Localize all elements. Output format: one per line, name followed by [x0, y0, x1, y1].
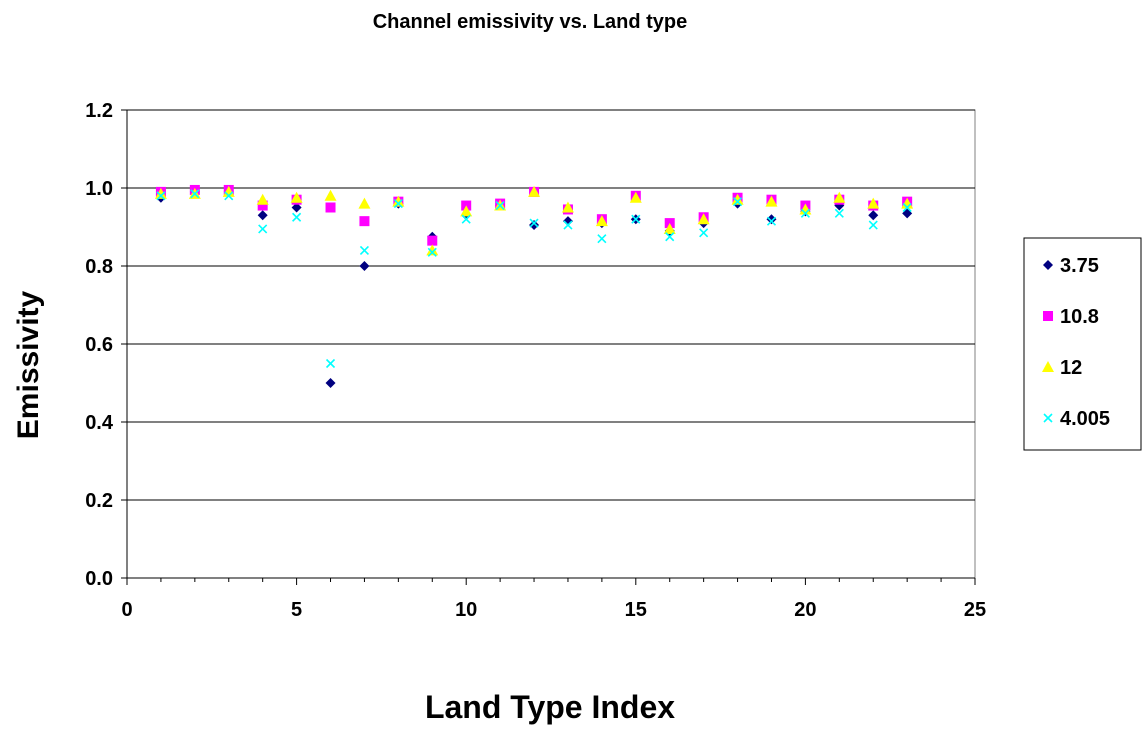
legend-box — [1023, 237, 1142, 451]
data-point — [325, 358, 336, 369]
data-point — [902, 208, 913, 219]
y-tick-label: 0.0 — [85, 568, 113, 590]
data-point — [258, 224, 268, 234]
data-point — [290, 191, 303, 203]
data-point — [597, 234, 607, 244]
data-point — [699, 228, 709, 238]
chart-title: Channel emissivity vs. Land type — [373, 11, 688, 33]
y-tick-label: 0.4 — [85, 412, 114, 434]
y-axis-label: Emissivity — [12, 290, 45, 439]
data-point — [222, 185, 235, 197]
data-point — [154, 187, 167, 199]
data-point — [663, 222, 676, 234]
legend-marker — [1043, 311, 1053, 321]
data-point — [697, 213, 710, 225]
data-point — [529, 220, 540, 231]
data-point — [631, 214, 641, 224]
data-point — [393, 199, 403, 209]
legend-items: 3.75 10.8 12 4.005 — [1042, 255, 1110, 430]
data-point — [561, 201, 574, 213]
plot-area: 0.0 0.2 0.4 0.6 0.8 1.0 1.2 0 5 10 15 20 25 — [85, 100, 986, 621]
data-point — [460, 205, 473, 217]
legend-label: 4.005 — [1060, 408, 1110, 430]
data-point — [665, 232, 675, 242]
data-point — [256, 193, 269, 205]
data-point — [359, 216, 370, 227]
data-point — [392, 195, 405, 207]
data-point — [563, 220, 573, 230]
data-point — [427, 235, 438, 246]
legend-marker — [1042, 361, 1054, 372]
y-tick-label: 0.6 — [85, 334, 113, 356]
data-point — [732, 197, 743, 207]
data-point — [426, 244, 439, 256]
data-point — [495, 200, 505, 211]
data-point — [800, 208, 810, 218]
data-point — [224, 191, 234, 201]
data-point — [358, 197, 371, 209]
data-point — [765, 195, 778, 207]
data-point — [359, 261, 370, 271]
data-points — [154, 184, 914, 388]
data-point — [595, 215, 608, 227]
data-point — [427, 247, 437, 257]
data-point — [359, 245, 370, 255]
data-point — [292, 212, 302, 222]
series-4.005 — [156, 189, 912, 369]
data-point — [901, 197, 914, 209]
data-point — [766, 216, 777, 226]
x-tick-label: 10 — [455, 599, 477, 621]
tick-labels: 0.0 0.2 0.4 0.6 0.8 1.0 1.2 0 5 10 15 20 25 — [85, 100, 986, 621]
x-axis-label: Land Type Index — [425, 689, 675, 725]
data-point — [257, 200, 268, 211]
legend-label: 10.8 — [1060, 306, 1099, 328]
data-point — [257, 210, 268, 221]
x-tick-label: 0 — [121, 599, 132, 621]
x-tick-label: 5 — [291, 599, 302, 621]
data-point — [629, 191, 642, 203]
y-tick-label: 0.8 — [85, 256, 113, 278]
data-point — [291, 202, 302, 213]
axis-ticks — [121, 109, 976, 585]
data-point — [867, 197, 880, 209]
gridlines — [127, 109, 975, 501]
data-point — [528, 185, 541, 197]
legend-item: 3.75 — [1043, 255, 1099, 277]
legend-label: 12 — [1060, 357, 1082, 379]
data-point — [799, 203, 812, 215]
data-point — [902, 202, 912, 213]
y-tick-label: 1.2 — [85, 100, 113, 122]
y-tick-label: 0.2 — [85, 490, 113, 512]
data-point — [833, 191, 846, 203]
data-point — [324, 189, 337, 201]
legend-marker — [1043, 413, 1053, 423]
series-3.75 — [155, 186, 913, 388]
x-tick-label: 15 — [625, 599, 647, 621]
data-point — [325, 378, 336, 388]
x-tick-label: 20 — [794, 599, 816, 621]
legend-item: 12 — [1042, 357, 1082, 379]
data-point — [868, 220, 878, 230]
data-point — [156, 191, 166, 201]
data-point — [868, 210, 879, 221]
data-point — [190, 189, 200, 199]
legend-label: 3.75 — [1060, 255, 1099, 277]
data-point — [325, 202, 336, 213]
data-point — [461, 214, 471, 224]
legend: 3.75 10.8 12 4.005 — [1023, 237, 1142, 451]
data-point — [766, 214, 777, 225]
data-point — [834, 208, 844, 218]
y-tick-label: 1.0 — [85, 178, 113, 200]
legend-marker — [1043, 260, 1053, 270]
data-point — [529, 218, 539, 228]
x-tick-label: 25 — [964, 599, 986, 621]
legend-item: 4.005 — [1043, 408, 1110, 430]
data-point — [731, 193, 744, 205]
legend-item: 10.8 — [1043, 306, 1099, 328]
